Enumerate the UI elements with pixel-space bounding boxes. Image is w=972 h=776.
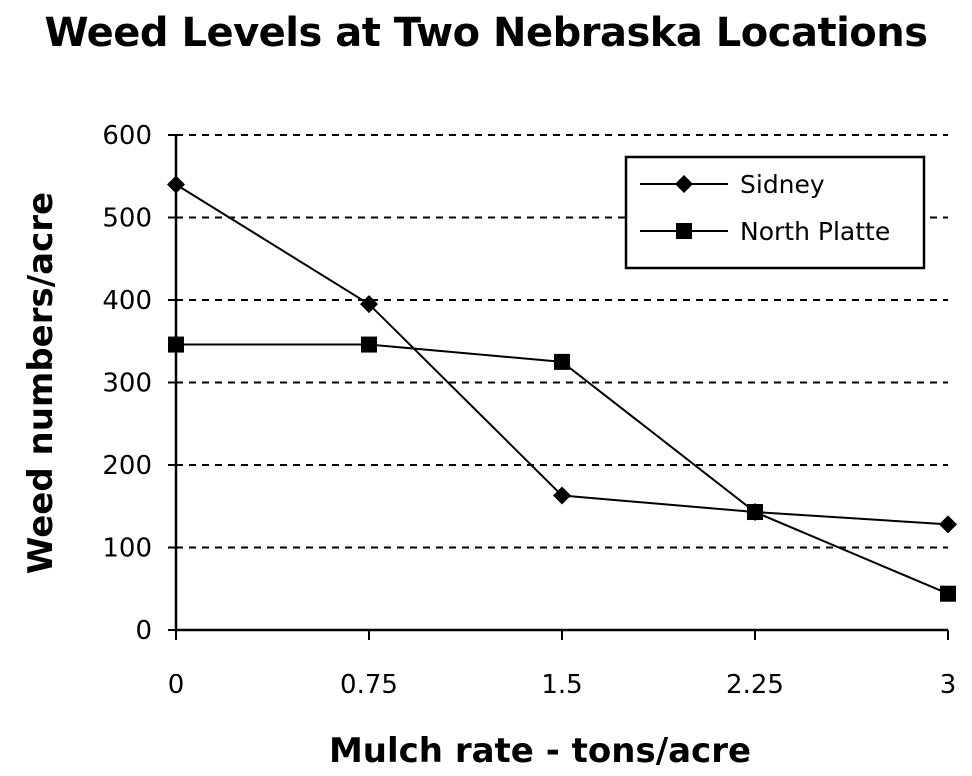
legend-marker-north-platte bbox=[676, 223, 692, 239]
y-tick-label: 500 bbox=[102, 204, 152, 234]
series-group bbox=[167, 175, 957, 602]
y-tick-label: 300 bbox=[102, 369, 152, 399]
x-tick-label: 3 bbox=[940, 670, 957, 700]
legend-marker-sidney bbox=[675, 175, 693, 193]
legend: Sidney North Platte bbox=[624, 155, 926, 270]
x-tick-label: 1.5 bbox=[541, 670, 582, 700]
series-north-platte bbox=[168, 336, 956, 602]
legend-box bbox=[624, 155, 926, 270]
x-axis-title: Mulch rate - tons/acre bbox=[329, 731, 751, 771]
chart-title: Weed Levels at Two Nebraska Locations bbox=[44, 10, 928, 56]
legend-label-north-platte: North Platte bbox=[740, 217, 890, 246]
x-tick-label: 0.75 bbox=[340, 670, 398, 700]
data-point-north-platte bbox=[168, 336, 184, 353]
x-axis-ticks: 0 0.75 1.5 2.25 3 bbox=[168, 630, 957, 700]
data-point-sidney bbox=[360, 295, 378, 314]
y-tick-label: 400 bbox=[102, 286, 152, 316]
y-tick-label: 100 bbox=[102, 534, 152, 564]
data-point-north-platte bbox=[940, 585, 956, 602]
data-point-north-platte bbox=[554, 353, 570, 370]
x-tick-label: 0 bbox=[168, 670, 185, 700]
y-tick-label: 200 bbox=[102, 451, 152, 481]
series-sidney bbox=[167, 175, 957, 534]
y-tick-label: 600 bbox=[102, 121, 152, 151]
data-point-north-platte bbox=[747, 504, 763, 521]
y-tick-label: 0 bbox=[135, 616, 152, 646]
y-axis-title: Weed numbers/acre bbox=[21, 192, 61, 574]
x-tick-label: 2.25 bbox=[726, 670, 784, 700]
data-point-sidney bbox=[553, 486, 571, 505]
y-axis-ticks: 0 100 200 300 400 500 600 bbox=[102, 121, 176, 646]
data-point-north-platte bbox=[361, 336, 377, 353]
data-point-sidney bbox=[167, 175, 185, 194]
data-point-sidney bbox=[939, 515, 957, 534]
legend-label-sidney: Sidney bbox=[740, 170, 825, 199]
